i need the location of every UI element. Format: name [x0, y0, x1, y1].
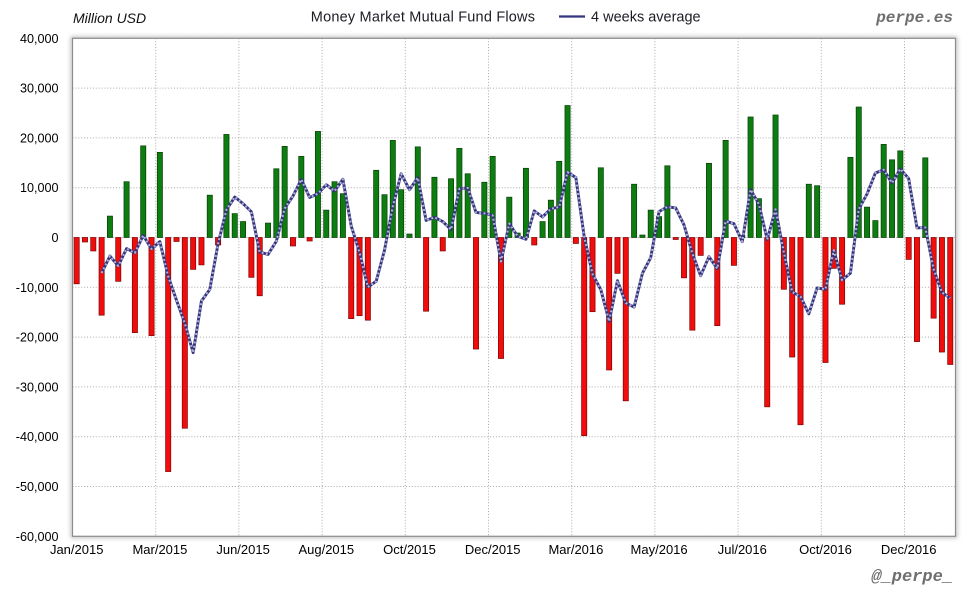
- svg-text:Aug/2015: Aug/2015: [298, 542, 354, 557]
- svg-text:@_perpe_: @_perpe_: [871, 568, 953, 587]
- svg-text:Jan/2015: Jan/2015: [50, 542, 104, 557]
- svg-text:0: 0: [51, 231, 58, 245]
- svg-text:-30,000: -30,000: [16, 380, 59, 394]
- svg-text:4 weeks average: 4 weeks average: [591, 10, 701, 26]
- svg-text:Dec/2015: Dec/2015: [465, 542, 521, 557]
- svg-text:30,000: 30,000: [20, 82, 59, 96]
- svg-text:-40,000: -40,000: [16, 430, 59, 444]
- svg-text:Million USD: Million USD: [73, 10, 146, 26]
- svg-text:-10,000: -10,000: [16, 281, 59, 295]
- svg-text:-60,000: -60,000: [16, 530, 59, 544]
- svg-text:20,000: 20,000: [20, 131, 59, 145]
- svg-text:Dec/2016: Dec/2016: [881, 542, 937, 557]
- svg-text:perpe.es: perpe.es: [875, 9, 953, 27]
- svg-text:-50,000: -50,000: [16, 480, 59, 494]
- svg-text:Jun/2015: Jun/2015: [216, 542, 270, 557]
- svg-text:-20,000: -20,000: [16, 331, 59, 345]
- svg-text:Money Market Mutual Fund Flows: Money Market Mutual Fund Flows: [311, 10, 535, 26]
- svg-text:Jul/2016: Jul/2016: [718, 542, 767, 557]
- svg-text:Mar/2015: Mar/2015: [132, 542, 187, 557]
- svg-text:Oct/2016: Oct/2016: [799, 542, 852, 557]
- svg-text:Oct/2015: Oct/2015: [383, 542, 436, 557]
- svg-text:10,000: 10,000: [20, 181, 59, 195]
- svg-text:Mar/2016: Mar/2016: [548, 542, 603, 557]
- svg-text:May/2016: May/2016: [631, 542, 688, 557]
- svg-text:40,000: 40,000: [20, 32, 59, 46]
